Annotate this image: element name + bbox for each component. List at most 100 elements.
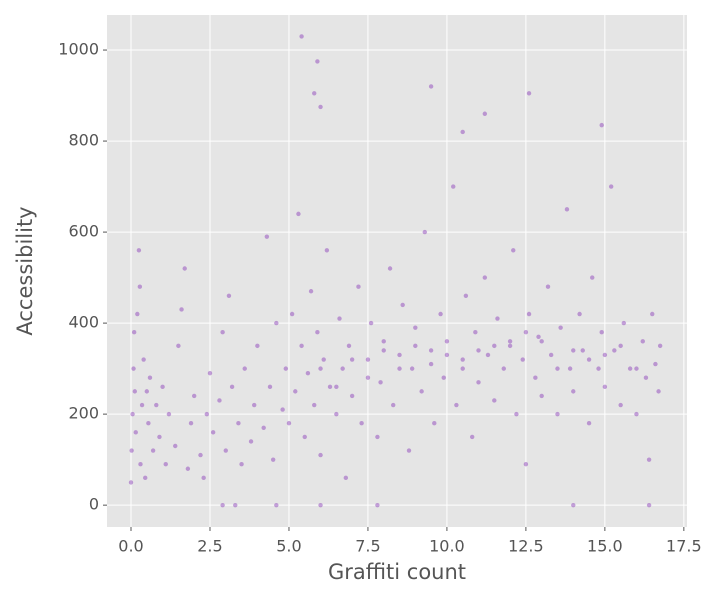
point xyxy=(526,91,532,96)
point xyxy=(283,366,289,371)
point xyxy=(492,343,497,349)
point xyxy=(166,411,172,417)
point xyxy=(656,389,661,394)
point xyxy=(501,366,506,371)
point xyxy=(612,348,617,353)
point xyxy=(204,411,210,417)
point xyxy=(511,248,516,253)
point xyxy=(428,361,434,367)
point xyxy=(289,311,295,317)
point xyxy=(128,480,134,485)
point xyxy=(299,34,304,39)
point xyxy=(596,366,601,371)
point xyxy=(555,366,560,371)
point xyxy=(643,375,649,380)
point xyxy=(495,316,500,321)
point xyxy=(469,434,475,440)
point xyxy=(365,357,371,362)
point xyxy=(657,343,663,349)
point xyxy=(154,402,159,408)
point xyxy=(236,421,241,426)
point xyxy=(264,234,270,239)
point xyxy=(133,430,138,435)
point xyxy=(334,384,339,390)
point xyxy=(406,448,412,453)
point xyxy=(141,357,146,362)
point xyxy=(176,343,181,349)
x-tick-label: 12.5 xyxy=(508,537,544,556)
point xyxy=(179,307,184,312)
point xyxy=(349,357,355,362)
point xyxy=(346,343,352,349)
point xyxy=(229,384,235,390)
point xyxy=(492,398,497,403)
point xyxy=(305,370,311,376)
point xyxy=(261,425,266,430)
point xyxy=(368,320,374,326)
x-axis-label: Graffiti count xyxy=(328,560,466,584)
point xyxy=(523,330,529,335)
point xyxy=(567,366,573,371)
point xyxy=(602,384,608,390)
point xyxy=(201,475,206,481)
point xyxy=(397,366,402,371)
point xyxy=(520,357,525,362)
point xyxy=(131,330,137,335)
point xyxy=(129,448,134,453)
point xyxy=(267,384,273,390)
point xyxy=(321,357,326,362)
y-tick-label: 200 xyxy=(68,404,99,423)
point xyxy=(150,448,156,453)
point xyxy=(650,311,655,317)
point xyxy=(618,343,623,349)
point xyxy=(536,334,541,339)
point xyxy=(343,475,349,481)
point xyxy=(375,502,380,508)
point xyxy=(422,229,427,235)
point xyxy=(220,330,225,335)
point xyxy=(482,275,488,280)
point xyxy=(618,402,623,408)
point xyxy=(460,129,465,135)
point xyxy=(539,393,544,399)
point xyxy=(248,439,254,444)
point xyxy=(621,320,627,326)
point xyxy=(173,443,178,449)
point xyxy=(274,320,279,326)
point xyxy=(318,502,323,508)
point xyxy=(586,357,592,362)
point xyxy=(653,361,658,367)
point xyxy=(476,348,481,353)
point xyxy=(299,343,304,349)
point xyxy=(634,366,639,371)
point xyxy=(280,407,285,412)
point xyxy=(634,411,639,417)
point xyxy=(409,366,415,371)
point xyxy=(482,111,488,116)
point xyxy=(136,248,142,253)
point xyxy=(223,448,228,453)
point xyxy=(627,366,633,371)
point xyxy=(397,352,402,358)
point xyxy=(252,402,257,408)
point xyxy=(454,402,459,408)
point xyxy=(428,84,434,89)
point xyxy=(548,352,554,358)
point xyxy=(590,275,595,280)
point xyxy=(308,289,314,294)
point xyxy=(451,184,456,189)
point xyxy=(138,461,143,467)
point xyxy=(286,421,292,426)
point xyxy=(507,339,513,344)
point xyxy=(539,339,544,344)
x-tick-label: 0.0 xyxy=(118,537,143,556)
point xyxy=(441,375,446,380)
point xyxy=(302,434,307,440)
point xyxy=(337,316,342,321)
point xyxy=(239,461,244,467)
point xyxy=(217,398,222,403)
point xyxy=(315,330,320,335)
point xyxy=(312,402,317,408)
point xyxy=(485,352,491,358)
